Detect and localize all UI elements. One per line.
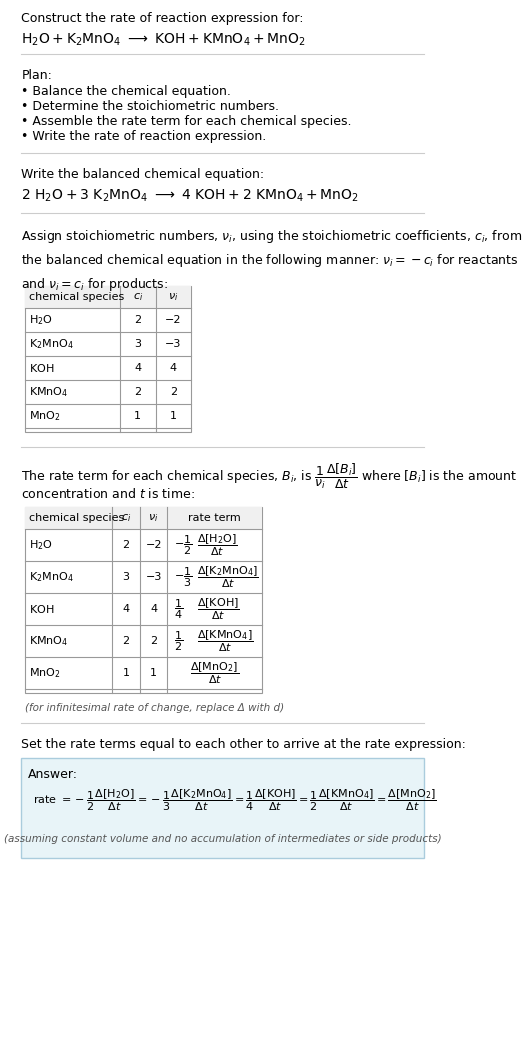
Text: Answer:: Answer: xyxy=(28,768,78,781)
Text: 2: 2 xyxy=(150,636,157,646)
Text: $\dfrac{1}{4}$: $\dfrac{1}{4}$ xyxy=(174,597,183,620)
FancyBboxPatch shape xyxy=(21,758,424,858)
Text: • Balance the chemical equation.: • Balance the chemical equation. xyxy=(21,85,231,98)
Text: $\mathrm{KOH}$: $\mathrm{KOH}$ xyxy=(29,602,55,615)
Text: $-\dfrac{1}{3}$: $-\dfrac{1}{3}$ xyxy=(174,565,192,589)
Text: $\mathrm{H_2O}$: $\mathrm{H_2O}$ xyxy=(29,538,53,552)
Text: $\mathrm{H_2O}$: $\mathrm{H_2O}$ xyxy=(29,313,53,327)
Text: $\nu_i$: $\nu_i$ xyxy=(148,513,159,524)
Text: rate term: rate term xyxy=(189,513,241,523)
Text: 1: 1 xyxy=(122,668,129,678)
Text: $\mathrm{MnO_2}$: $\mathrm{MnO_2}$ xyxy=(29,666,61,680)
Text: $\mathrm{KOH}$: $\mathrm{KOH}$ xyxy=(29,362,55,374)
Text: Write the balanced chemical equation:: Write the balanced chemical equation: xyxy=(21,168,264,181)
Text: 2: 2 xyxy=(122,540,129,550)
Text: 2: 2 xyxy=(134,387,142,397)
Text: −3: −3 xyxy=(145,572,162,582)
Text: 2: 2 xyxy=(170,387,177,397)
Text: $c_i$: $c_i$ xyxy=(132,291,143,303)
Text: 4: 4 xyxy=(170,363,177,373)
Text: chemical species: chemical species xyxy=(29,513,125,523)
Text: 3: 3 xyxy=(134,339,142,349)
Text: rate $= -\dfrac{1}{2}\dfrac{\Delta[\mathrm{H_2O}]}{\Delta t} = -\dfrac{1}{3}\dfr: rate $= -\dfrac{1}{2}\dfrac{\Delta[\math… xyxy=(33,788,437,813)
Text: −2: −2 xyxy=(145,540,162,550)
Text: $\dfrac{1}{2}$: $\dfrac{1}{2}$ xyxy=(174,630,183,653)
Text: 2: 2 xyxy=(122,636,129,646)
Text: $\mathrm{K_2MnO_4}$: $\mathrm{K_2MnO_4}$ xyxy=(29,570,74,584)
Text: (assuming constant volume and no accumulation of intermediates or side products): (assuming constant volume and no accumul… xyxy=(4,834,441,844)
Text: 1: 1 xyxy=(150,668,157,678)
FancyBboxPatch shape xyxy=(25,507,262,529)
FancyBboxPatch shape xyxy=(25,507,262,693)
Text: $-\dfrac{1}{2}$: $-\dfrac{1}{2}$ xyxy=(174,533,192,556)
Text: 1: 1 xyxy=(170,411,177,420)
Text: 4: 4 xyxy=(134,363,142,373)
Text: 3: 3 xyxy=(122,572,129,582)
Text: Set the rate terms equal to each other to arrive at the rate expression:: Set the rate terms equal to each other t… xyxy=(21,738,466,751)
Text: The rate term for each chemical species, $B_i$, is $\dfrac{1}{\nu_i}\dfrac{\Delt: The rate term for each chemical species,… xyxy=(21,462,518,492)
Text: $\dfrac{\Delta[\mathrm{KOH}]}{\Delta t}$: $\dfrac{\Delta[\mathrm{KOH}]}{\Delta t}$ xyxy=(197,596,240,621)
Text: 4: 4 xyxy=(122,604,129,614)
FancyBboxPatch shape xyxy=(25,286,191,308)
Text: $\dfrac{\Delta[\mathrm{MnO_2}]}{\Delta t}$: $\dfrac{\Delta[\mathrm{MnO_2}]}{\Delta t… xyxy=(190,660,240,686)
Text: $\mathrm{MnO_2}$: $\mathrm{MnO_2}$ xyxy=(29,409,61,423)
Text: Assign stoichiometric numbers, $\nu_i$, using the stoichiometric coefficients, $: Assign stoichiometric numbers, $\nu_i$, … xyxy=(21,228,523,293)
Text: $c_i$: $c_i$ xyxy=(121,513,131,524)
Text: • Determine the stoichiometric numbers.: • Determine the stoichiometric numbers. xyxy=(21,100,279,113)
Text: $\mathrm{H_2O + K_2MnO_4 \ \longrightarrow \ KOH + KMnO_4 + MnO_2}$: $\mathrm{H_2O + K_2MnO_4 \ \longrightarr… xyxy=(21,32,306,48)
Text: $\dfrac{\Delta[\mathrm{K_2MnO_4}]}{\Delta t}$: $\dfrac{\Delta[\mathrm{K_2MnO_4}]}{\Delt… xyxy=(197,564,259,590)
FancyBboxPatch shape xyxy=(25,286,191,432)
Text: • Assemble the rate term for each chemical species.: • Assemble the rate term for each chemic… xyxy=(21,115,352,128)
Text: $\mathrm{2\ H_2O + 3\ K_2MnO_4 \ \longrightarrow \ 4\ KOH + 2\ KMnO_4 + MnO_2}$: $\mathrm{2\ H_2O + 3\ K_2MnO_4 \ \longri… xyxy=(21,188,359,204)
Text: $\mathrm{K_2MnO_4}$: $\mathrm{K_2MnO_4}$ xyxy=(29,337,74,350)
Text: −2: −2 xyxy=(165,315,182,325)
Text: Construct the rate of reaction expression for:: Construct the rate of reaction expressio… xyxy=(21,12,304,25)
Text: 4: 4 xyxy=(150,604,157,614)
Text: Plan:: Plan: xyxy=(21,69,52,82)
Text: • Write the rate of reaction expression.: • Write the rate of reaction expression. xyxy=(21,130,267,143)
Text: −3: −3 xyxy=(165,339,181,349)
Text: 2: 2 xyxy=(134,315,142,325)
Text: $\mathrm{KMnO_4}$: $\mathrm{KMnO_4}$ xyxy=(29,385,68,399)
Text: $\mathrm{KMnO_4}$: $\mathrm{KMnO_4}$ xyxy=(29,634,68,647)
Text: (for infinitesimal rate of change, replace Δ with d): (for infinitesimal rate of change, repla… xyxy=(25,703,285,713)
Text: $\dfrac{\Delta[\mathrm{KMnO_4}]}{\Delta t}$: $\dfrac{\Delta[\mathrm{KMnO_4}]}{\Delta … xyxy=(197,629,254,654)
Text: concentration and $t$ is time:: concentration and $t$ is time: xyxy=(21,487,195,501)
Text: 1: 1 xyxy=(134,411,142,420)
Text: $\dfrac{\Delta[\mathrm{H_2O}]}{\Delta t}$: $\dfrac{\Delta[\mathrm{H_2O}]}{\Delta t}… xyxy=(197,532,238,558)
Text: $\nu_i$: $\nu_i$ xyxy=(168,291,179,303)
Text: chemical species: chemical species xyxy=(29,292,125,302)
